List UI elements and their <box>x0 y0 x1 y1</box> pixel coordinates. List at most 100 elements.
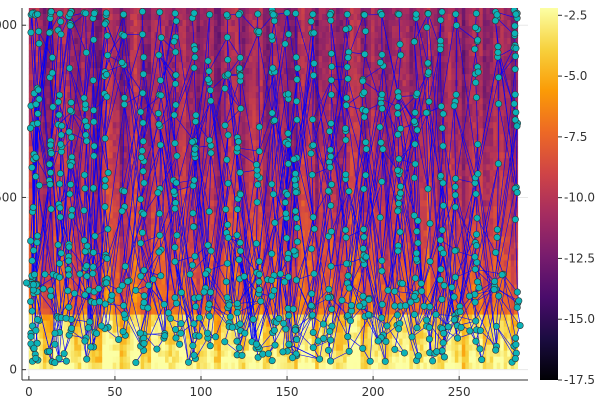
heatmap-cell <box>304 110 309 117</box>
heatmap-cell <box>182 170 187 177</box>
heatmap-cell <box>130 50 135 57</box>
heatmap-cell <box>259 206 264 213</box>
heatmap-cell <box>42 50 47 57</box>
heatmap-cell <box>151 56 155 63</box>
heatmap-cell <box>301 182 306 189</box>
heatmap-cell <box>179 122 183 129</box>
heatmap-cell <box>74 320 79 327</box>
heatmap-cell <box>294 194 299 201</box>
heatmap-cell <box>255 110 260 117</box>
heatmap-cell <box>210 26 215 33</box>
heatmap-cell <box>144 146 148 153</box>
heatmap-cell <box>210 182 215 189</box>
heatmap-cell <box>315 38 320 45</box>
heatmap-cell <box>49 200 54 207</box>
heatmap-cell <box>77 92 82 99</box>
heatmap-cell <box>109 272 114 279</box>
heatmap-cell <box>304 284 309 291</box>
heatmap-cell <box>269 284 274 291</box>
heatmap-cell <box>98 140 103 147</box>
heatmap-cell <box>213 152 218 159</box>
heatmap-cell <box>224 8 229 15</box>
heatmap-cell <box>280 32 285 39</box>
heatmap-cell <box>53 62 58 69</box>
heatmap-cell <box>245 44 250 51</box>
heatmap-cell <box>241 308 246 315</box>
heatmap-cell <box>49 230 54 237</box>
heatmap-cell <box>151 296 155 303</box>
heatmap-cell <box>186 290 190 297</box>
heatmap-cell <box>53 182 58 189</box>
heatmap-cell <box>119 152 124 159</box>
heatmap-cell <box>105 116 110 123</box>
heatmap-cell <box>182 20 187 27</box>
heatmap-cell <box>168 356 173 364</box>
heatmap-cell <box>318 8 323 15</box>
heatmap-cell <box>35 104 40 111</box>
heatmap-cell <box>255 44 260 51</box>
heatmap-cell <box>189 290 194 297</box>
heatmap-cell <box>77 230 82 237</box>
heatmap-cell <box>220 236 225 243</box>
heatmap-cell <box>161 56 166 63</box>
heatmap-cell <box>161 284 166 291</box>
heatmap-cell <box>231 8 236 15</box>
heatmap-cell <box>301 254 306 261</box>
heatmap-cell <box>290 200 295 207</box>
heatmap-cell <box>199 32 204 39</box>
heatmap-cell <box>179 236 183 243</box>
heatmap-cell <box>74 302 79 309</box>
heatmap-cell <box>245 296 250 303</box>
heatmap-cell <box>297 74 302 81</box>
heatmap-cell <box>158 62 162 69</box>
heatmap-cell <box>109 116 114 123</box>
heatmap-cell <box>91 212 96 219</box>
heatmap-cell <box>283 74 288 81</box>
heatmap-cell <box>28 146 33 153</box>
heatmap-cell <box>42 44 47 51</box>
heatmap-cell <box>252 296 257 303</box>
heatmap-cell <box>182 110 187 117</box>
heatmap-cell <box>315 20 320 27</box>
heatmap-cell <box>248 248 253 255</box>
heatmap-cell <box>206 92 211 99</box>
heatmap-cell <box>217 332 222 340</box>
heatmap-cell <box>192 68 197 75</box>
heatmap-cell <box>301 344 306 352</box>
heatmap-cell <box>241 152 246 159</box>
heatmap-cell <box>95 272 100 279</box>
heatmap-cell <box>88 44 93 51</box>
heatmap-cell <box>88 290 93 297</box>
heatmap-cell <box>203 62 208 69</box>
heatmap-cell <box>77 80 82 87</box>
heatmap-cell <box>63 308 68 315</box>
heatmap-cell <box>262 122 267 129</box>
heatmap-cell <box>161 68 166 75</box>
heatmap-cell <box>227 284 232 291</box>
heatmap-cell <box>102 104 107 111</box>
heatmap-cell <box>81 74 86 81</box>
heatmap-cell <box>35 212 40 219</box>
heatmap-cell <box>315 302 320 309</box>
heatmap-cell <box>112 278 117 285</box>
heatmap-cell <box>175 212 180 219</box>
heatmap-cell <box>266 14 271 21</box>
heatmap-cell <box>186 26 190 33</box>
heatmap-cell <box>199 86 204 93</box>
heatmap-cell <box>213 362 218 370</box>
heatmap-cell <box>32 230 37 237</box>
heatmap-cell <box>112 356 117 364</box>
heatmap-cell <box>123 122 128 129</box>
heatmap-cell <box>144 236 148 243</box>
heatmap-cell <box>308 230 313 237</box>
heatmap-cell <box>112 164 117 171</box>
heatmap-cell <box>273 278 278 285</box>
heatmap-cell <box>154 332 159 340</box>
heatmap-cell <box>248 20 253 27</box>
heatmap-cell <box>186 80 190 87</box>
heatmap-cell <box>112 182 117 189</box>
heatmap-cell <box>182 272 187 279</box>
heatmap-cell <box>137 278 142 285</box>
heatmap-cell <box>46 50 51 57</box>
heatmap-cell <box>255 194 260 201</box>
